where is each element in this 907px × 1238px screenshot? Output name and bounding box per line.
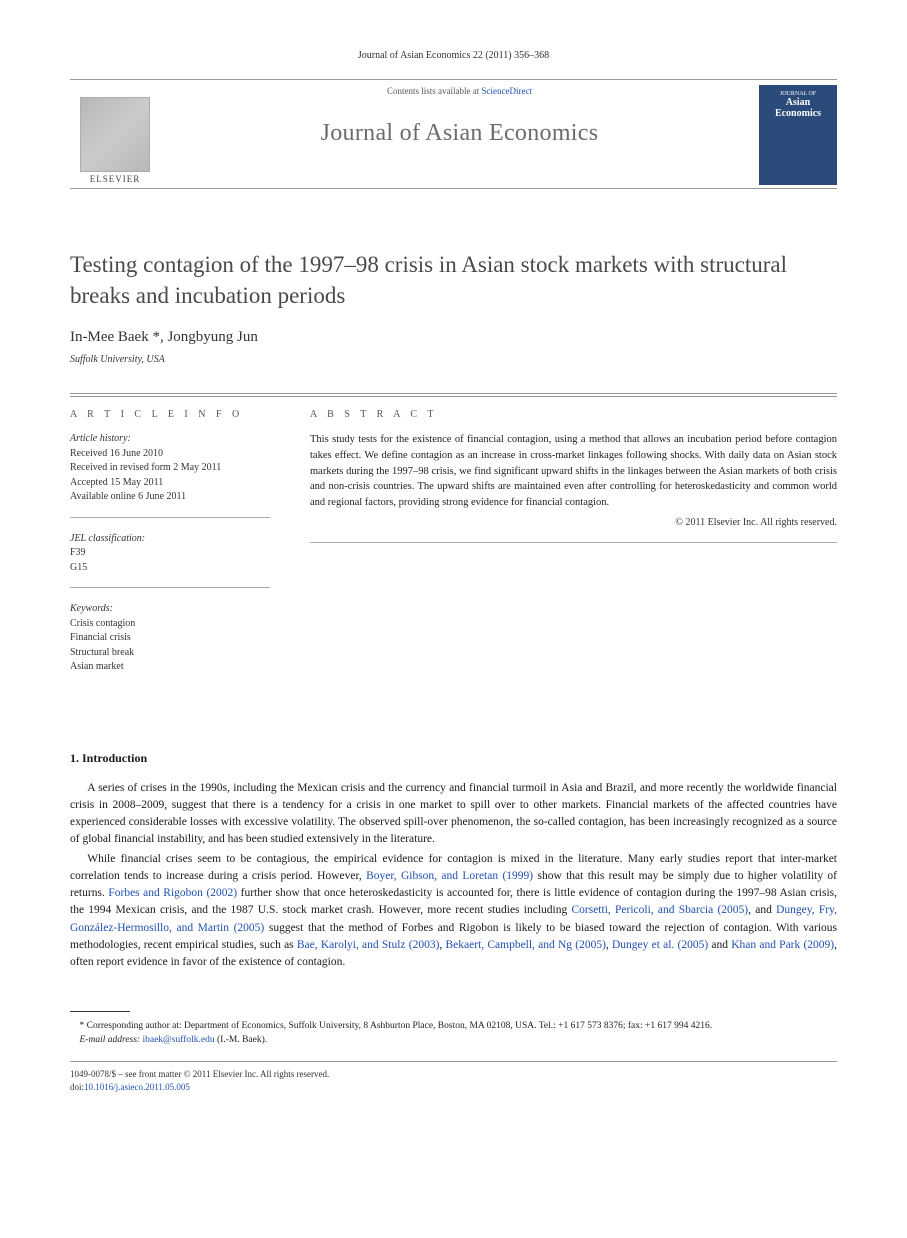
abstract-body: This study tests for the existence of fi…	[310, 434, 837, 508]
history-line: Received in revised form 2 May 2011	[70, 461, 270, 476]
journal-cover-thumb: JOURNAL OF Asian Economics	[759, 85, 837, 185]
cite-corsetti-2005[interactable]: Corsetti, Pericoli, and Sbarcia (2005)	[571, 904, 748, 916]
article-info-heading: A R T I C L E I N F O	[70, 409, 270, 420]
corresponding-author-footnote: * Corresponding author at: Department of…	[70, 1020, 837, 1033]
cite-forbes-2002[interactable]: Forbes and Rigobon (2002)	[108, 887, 237, 899]
jel-code: G15	[70, 561, 270, 576]
journal-name: Journal of Asian Economics	[321, 120, 599, 147]
keyword: Crisis contagion	[70, 617, 270, 632]
article-history-block: Article history: Received 16 June 2010 R…	[70, 432, 270, 518]
abstract-heading: A B S T R A C T	[310, 409, 837, 420]
footnote-separator	[70, 1011, 130, 1012]
info-abstract-row: A R T I C L E I N F O Article history: R…	[70, 393, 837, 701]
abstract-copyright: © 2011 Elsevier Inc. All rights reserved…	[310, 515, 837, 530]
jel-code: F39	[70, 546, 270, 561]
doi-label: doi:	[70, 1082, 84, 1092]
journal-reference: Journal of Asian Economics 22 (2011) 356…	[70, 50, 837, 61]
elsevier-logo-text: ELSEVIER	[90, 174, 141, 184]
email-label: E-mail address:	[80, 1035, 143, 1045]
cite-khan-2009[interactable]: Khan and Park (2009)	[731, 939, 834, 951]
sciencedirect-link[interactable]: ScienceDirect	[482, 86, 532, 96]
keyword: Structural break	[70, 646, 270, 661]
doi-link[interactable]: 10.1016/j.asieco.2011.05.005	[84, 1082, 190, 1092]
jel-block: JEL classification: F39 G15	[70, 532, 270, 589]
cite-dungey-etal-2005[interactable]: Dungey et al. (2005)	[612, 939, 708, 951]
issn-line: 1049-0078/$ – see front matter © 2011 El…	[70, 1068, 837, 1081]
header-band: ELSEVIER Contents lists available at Sci…	[70, 79, 837, 189]
history-line: Available online 6 June 2011	[70, 490, 270, 505]
article-info-column: A R T I C L E I N F O Article history: R…	[70, 396, 290, 701]
elsevier-tree-icon	[80, 97, 150, 172]
keyword: Financial crisis	[70, 631, 270, 646]
elsevier-logo: ELSEVIER	[70, 80, 160, 188]
email-link[interactable]: ibaek@suffolk.edu	[142, 1035, 214, 1045]
affiliation: Suffolk University, USA	[70, 354, 837, 365]
cite-boyer-1999[interactable]: Boyer, Gibson, and Loretan (1999)	[366, 870, 533, 882]
contents-available: Contents lists available at ScienceDirec…	[387, 86, 532, 96]
cite-bae-2003[interactable]: Bae, Karolyi, and Stulz (2003)	[297, 939, 440, 951]
cover-line3: Economics	[763, 108, 833, 119]
section-1-heading: 1. Introduction	[70, 751, 837, 766]
cite-bekaert-2005[interactable]: Bekaert, Campbell, and Ng (2005)	[446, 939, 606, 951]
authors: In-Mee Baek *, Jongbyung Jun	[70, 329, 837, 346]
keywords-label: Keywords:	[70, 602, 270, 617]
history-line: Received 16 June 2010	[70, 447, 270, 462]
intro-para-1: A series of crises in the 1990s, includi…	[70, 780, 837, 849]
keywords-block: Keywords: Crisis contagion Financial cri…	[70, 602, 270, 687]
abstract-column: A B S T R A C T This study tests for the…	[290, 396, 837, 701]
intro-para-2: While financial crises seem to be contag…	[70, 851, 837, 972]
email-footnote: E-mail address: ibaek@suffolk.edu (I.-M.…	[70, 1034, 837, 1047]
history-line: Accepted 15 May 2011	[70, 476, 270, 491]
bottom-separator	[70, 1061, 837, 1062]
header-center: Contents lists available at ScienceDirec…	[160, 80, 759, 188]
history-label: Article history:	[70, 432, 270, 447]
contents-prefix: Contents lists available at	[387, 86, 481, 96]
p2-text: and	[708, 939, 731, 951]
abstract-text: This study tests for the existence of fi…	[310, 432, 837, 543]
cover-line2: Asian	[763, 97, 833, 108]
article-title: Testing contagion of the 1997–98 crisis …	[70, 249, 837, 311]
keyword: Asian market	[70, 660, 270, 675]
doi-line: doi:10.1016/j.asieco.2011.05.005	[70, 1081, 837, 1094]
jel-label: JEL classification:	[70, 532, 270, 547]
p2-text: , and	[748, 904, 776, 916]
email-suffix: (I.-M. Baek).	[215, 1035, 268, 1045]
